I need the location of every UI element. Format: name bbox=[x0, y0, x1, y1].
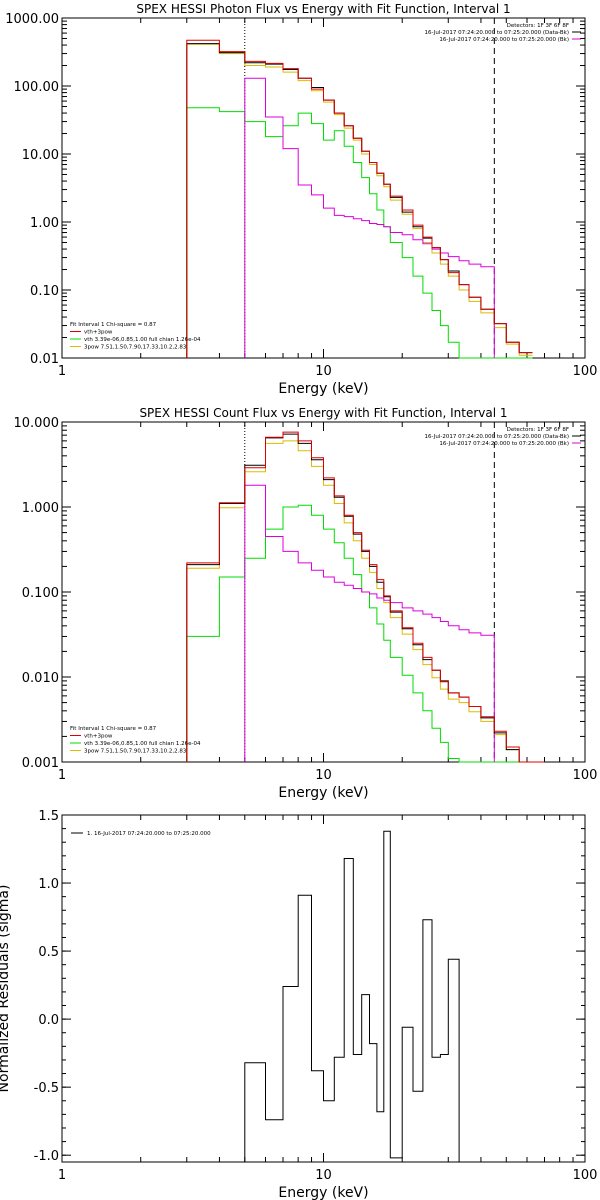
y-tick-label: -1.0 bbox=[34, 1149, 59, 1164]
annotation-line: 16-Jul-2017 07:24:20.000 to 07:25:20.000… bbox=[439, 37, 569, 43]
x-tick-label: 1 bbox=[58, 1168, 66, 1183]
chart-title: SPEX HESSI Count Flux vs Energy with Fit… bbox=[139, 406, 507, 420]
y-tick-label: 10.000 bbox=[14, 416, 60, 431]
x-tick-label: 10 bbox=[315, 364, 332, 379]
annotation-line: 16-Jul-2017 07:24:20.000 to 07:25:20.000… bbox=[425, 434, 570, 440]
series-vth-3pow-line bbox=[186, 431, 545, 763]
x-tick-label: 10 bbox=[315, 1168, 332, 1183]
y-tick-label: 1000.00 bbox=[5, 12, 59, 27]
chart-panel-3: 1 10 100 Energy (keV) -1.0 -0.5 0.0 0.5 1.0 1.5 No… bbox=[0, 809, 597, 1200]
y-tick-label: 100.00 bbox=[14, 80, 60, 95]
y-tick-label: 1.000 bbox=[22, 501, 59, 516]
y-tick-label: 0.01 bbox=[30, 352, 59, 367]
y-tick-label: 0.0 bbox=[38, 1013, 59, 1028]
x-tick-label: 1 bbox=[58, 364, 66, 379]
legend-entry: vth+3pow bbox=[84, 330, 113, 336]
y-axis-label: Normalized Residuals (sigma) bbox=[0, 885, 12, 1093]
y-tick-label: 1.0 bbox=[38, 877, 59, 892]
x-axis-label: Energy (keV) bbox=[278, 381, 368, 397]
series-vth-3-39e-06-0-85-1-00-f-line bbox=[186, 504, 545, 763]
annotation-line: Detectors: 1F 3F 6F 8F bbox=[507, 23, 569, 29]
chart-panel-2: SPEX HESSI Count Flux vs Energy with Fit… bbox=[14, 406, 598, 801]
y-tick-label: 1.00 bbox=[30, 216, 59, 231]
y-tick-label: 0.10 bbox=[30, 284, 59, 299]
legend-entry: 1. 16-Jul-2017 07:24:20.000 to 07:25:20.… bbox=[87, 831, 211, 837]
y-tick-label: -0.5 bbox=[34, 1081, 59, 1096]
annotation-line: Detectors: 1F 3F 6F 8F bbox=[507, 427, 569, 433]
legend-entry: 3pow 7.51,1.50,7.90,17.33,10.2,2.83 bbox=[84, 749, 187, 755]
legend-entry: vth 3.39e-06,0.85,1.00 full chian 1.26e-… bbox=[84, 741, 201, 747]
chart-title: SPEX HESSI Photon Flux vs Energy with Fi… bbox=[136, 2, 510, 16]
annotation-line: 16-Jul-2017 07:24:20.000 to 07:25:20.000… bbox=[439, 441, 569, 447]
x-axis-label: Energy (keV) bbox=[278, 1185, 368, 1200]
legend-entry: 3pow 7.51,1.50,7.90,17.33,10.2,2.83 bbox=[84, 345, 187, 351]
x-tick-label: 10 bbox=[315, 768, 332, 783]
x-tick-label: 100 bbox=[573, 1168, 598, 1183]
annotation-line: 16-Jul-2017 07:24:20.000 to 07:25:20.000… bbox=[425, 30, 570, 36]
series-background-line bbox=[244, 77, 495, 358]
y-tick-label: 10.00 bbox=[22, 148, 59, 163]
y-tick-label: 1.5 bbox=[38, 809, 59, 824]
chart-panel-1: SPEX HESSI Photon Flux vs Energy with Fi… bbox=[5, 2, 597, 397]
series-background-line bbox=[244, 484, 495, 762]
series-vth-3pow-line bbox=[186, 39, 533, 358]
legend-header: Fit Interval 1 Chi-square = 0.87 bbox=[70, 322, 157, 328]
legend-header: Fit Interval 1 Chi-square = 0.87 bbox=[70, 726, 157, 732]
legend-entry: vth+3pow bbox=[84, 734, 113, 740]
y-tick-label: 0.100 bbox=[22, 586, 59, 601]
x-tick-label: 100 bbox=[573, 768, 598, 783]
x-tick-label: 1 bbox=[58, 768, 66, 783]
series-1-16-jul-2017-07-24-20-0-line bbox=[244, 830, 460, 1162]
x-axis-label: Energy (keV) bbox=[278, 785, 368, 801]
x-tick-label: 100 bbox=[573, 364, 598, 379]
y-tick-label: 0.5 bbox=[38, 945, 59, 960]
y-tick-label: 0.010 bbox=[22, 671, 59, 686]
legend-entry: vth 3.39e-06,0.85,1.00 full chian 1.26e-… bbox=[84, 337, 201, 343]
y-tick-label: 0.001 bbox=[22, 756, 59, 771]
